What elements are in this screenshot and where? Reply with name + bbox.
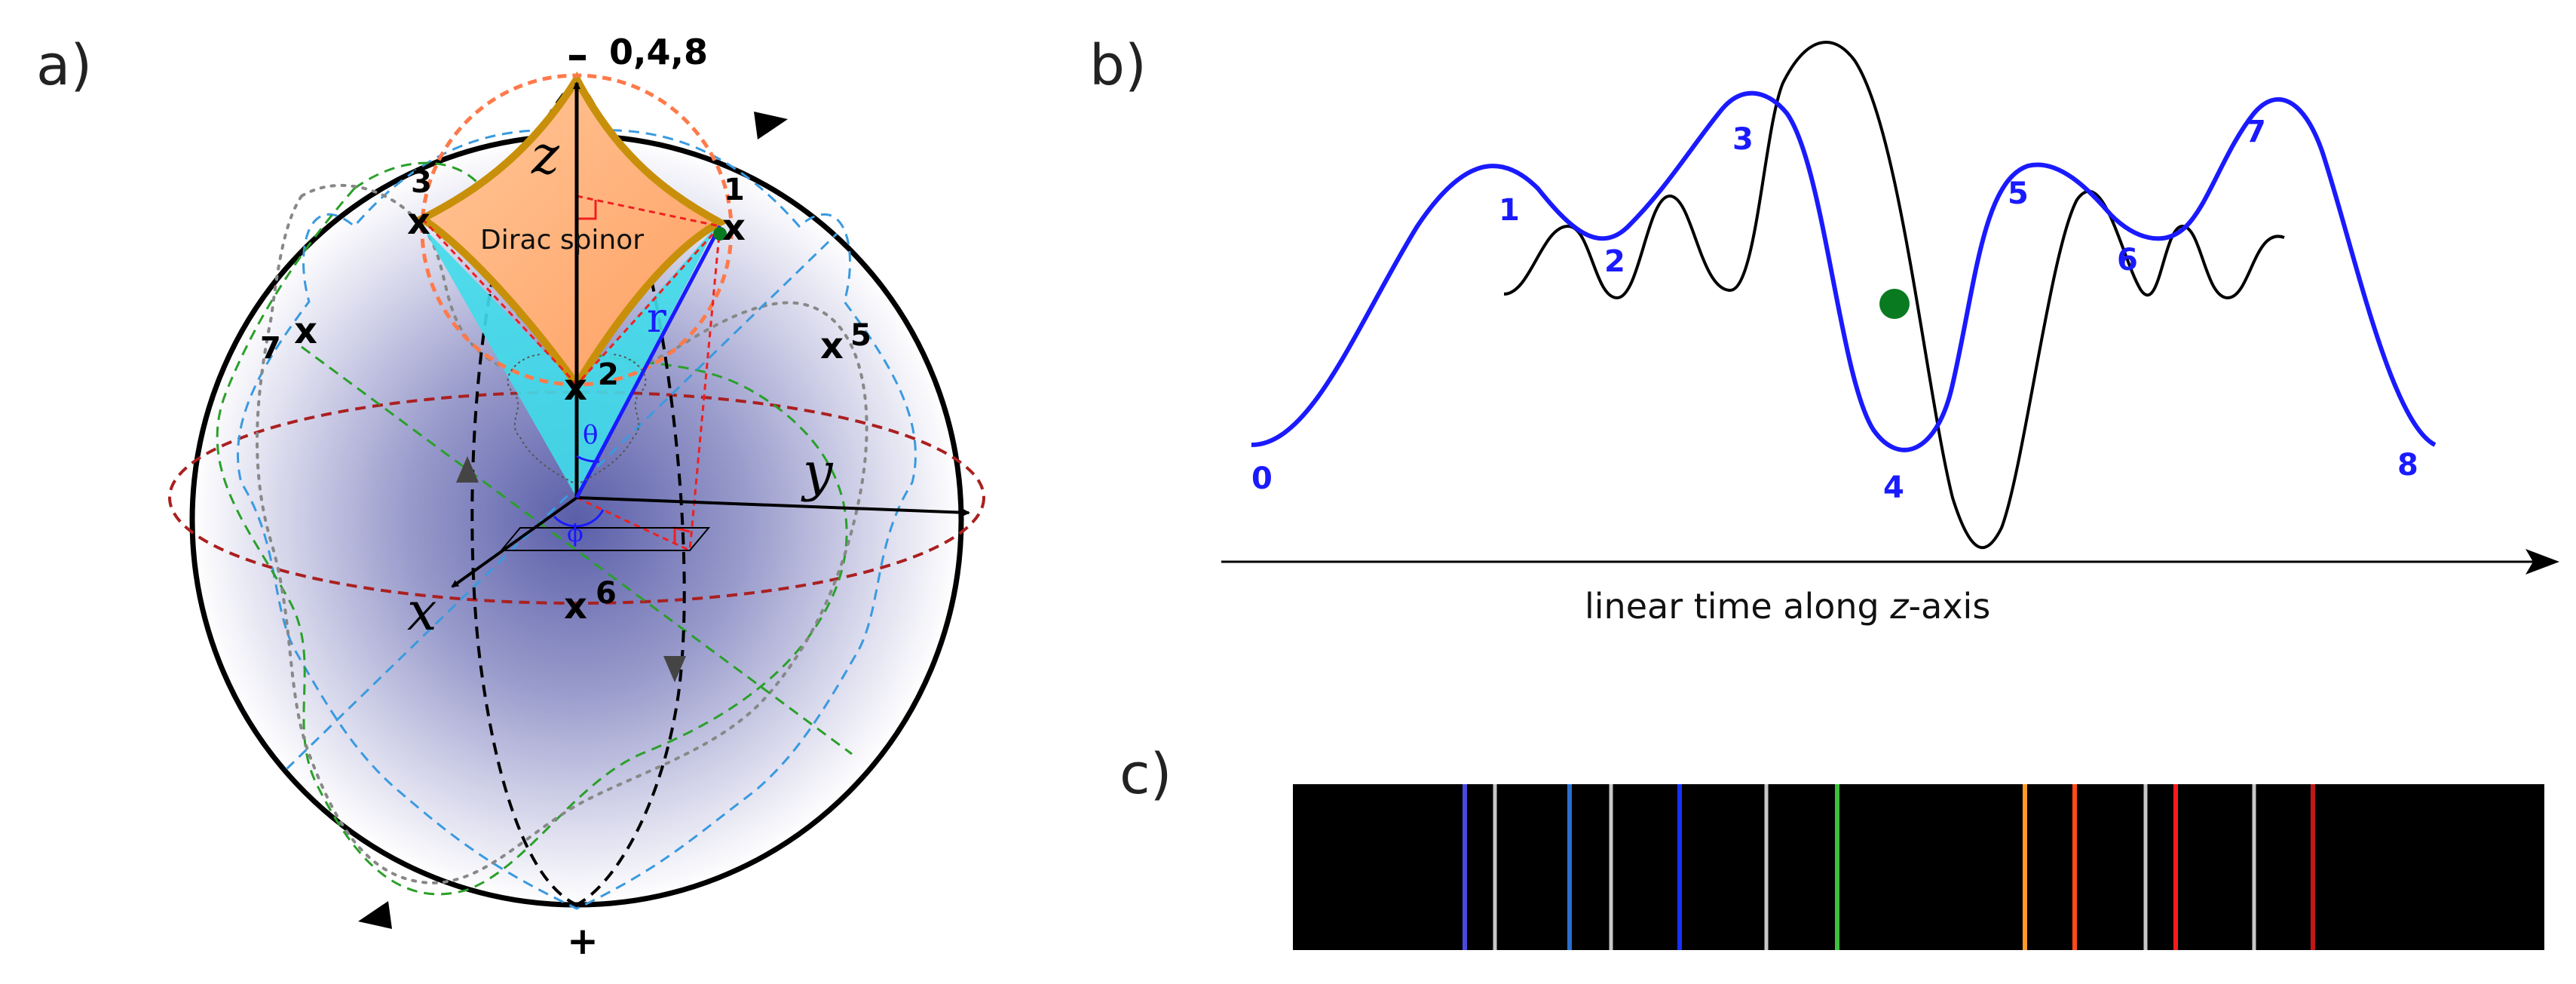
meridian-arrow-down-icon [663, 656, 686, 682]
pole-top-label: – [567, 31, 588, 80]
theta-arc [576, 455, 600, 463]
marker-2: x 2 [564, 357, 619, 409]
dirac-spinor-label: Dirac spinor [480, 225, 644, 256]
orbit-arrow-bottom-icon [358, 901, 392, 929]
time-axis-label: linear time along z-axis [1585, 586, 1990, 627]
marker-7-x: x [294, 310, 317, 352]
point-label-7: 7 [2245, 115, 2266, 149]
meridian-arrow-up-icon [456, 456, 479, 483]
marker-1-num: 1 [724, 173, 745, 207]
panel-c-label: c) [1120, 742, 1172, 807]
x-axis [451, 496, 578, 588]
point-label-8: 8 [2397, 448, 2418, 483]
panel-c: c) [1120, 742, 2544, 950]
dashed-green-line-1 [301, 345, 853, 756]
meridian-dashed-right [575, 78, 686, 906]
ground-plane [499, 527, 711, 551]
marker-7: x 7 [260, 310, 317, 366]
equator-dashed [168, 391, 985, 605]
marker-2-num: 2 [598, 357, 619, 392]
point-label-1: 1 [1499, 193, 1520, 228]
x-axis-label: x [407, 581, 436, 642]
time-axis-arrow-icon [2525, 549, 2559, 575]
point-label-4: 4 [1883, 471, 1904, 505]
z-axis-label: z [531, 124, 560, 186]
state-point [713, 227, 727, 241]
marker-1-x: x [722, 207, 746, 249]
marker-5-x: x [820, 325, 844, 367]
marker-6: x 6 [564, 576, 617, 627]
panel-a-label: a) [36, 33, 92, 98]
y-axis [576, 496, 970, 517]
pole-top-points-label: 0,4,8 [609, 32, 708, 72]
panel-b-label: b) [1089, 33, 1147, 98]
vector-r-label: r [647, 294, 666, 342]
cone-fill [422, 226, 716, 498]
marker-3: x 3 [407, 165, 432, 243]
marker-5-num: 5 [850, 318, 871, 353]
point-label-2: 2 [1604, 244, 1625, 279]
marker-5: x 5 [820, 318, 871, 367]
marker-3-x: x [407, 201, 430, 243]
phi-label: ϕ [567, 519, 584, 547]
point-label-0: 0 [1251, 461, 1273, 496]
spectral-lines [1463, 784, 2315, 950]
marker-6-x: x [564, 585, 587, 627]
panel-a: a) [36, 31, 985, 963]
panel-b: b) linear time along z-axis 0 1 2 3 4 5 … [1089, 33, 2559, 627]
blue-curve [1251, 90, 2437, 452]
pole-bottom-label: + [567, 919, 599, 963]
marker-7-num: 7 [260, 331, 281, 366]
black-curve [1503, 41, 2285, 550]
squiggle-left [507, 354, 574, 483]
phi-arc [553, 509, 605, 528]
squiggle-right [580, 354, 647, 483]
intersection-dot [1879, 289, 1910, 319]
marker-6-num: 6 [596, 576, 617, 611]
point-label-6: 6 [2117, 243, 2138, 277]
wavy-blue-curve [237, 129, 917, 910]
point-label-3: 3 [1732, 122, 1754, 157]
dashed-blue-line-1 [285, 232, 838, 771]
marker-2-x: x [564, 366, 587, 409]
vector-r [574, 225, 722, 499]
marker-1: x 1 [722, 173, 746, 249]
spectrum-separators [1493, 784, 2256, 950]
theta-label: θ [583, 420, 598, 450]
y-axis-label: y [801, 441, 834, 503]
construction-lines [421, 195, 721, 552]
spectrum-bar [1293, 784, 2544, 950]
marker-3-num: 3 [411, 165, 432, 200]
orbit-arrow-top-icon [754, 112, 788, 139]
right-angle-mark-top [577, 200, 597, 220]
point-label-5: 5 [2008, 176, 2029, 211]
